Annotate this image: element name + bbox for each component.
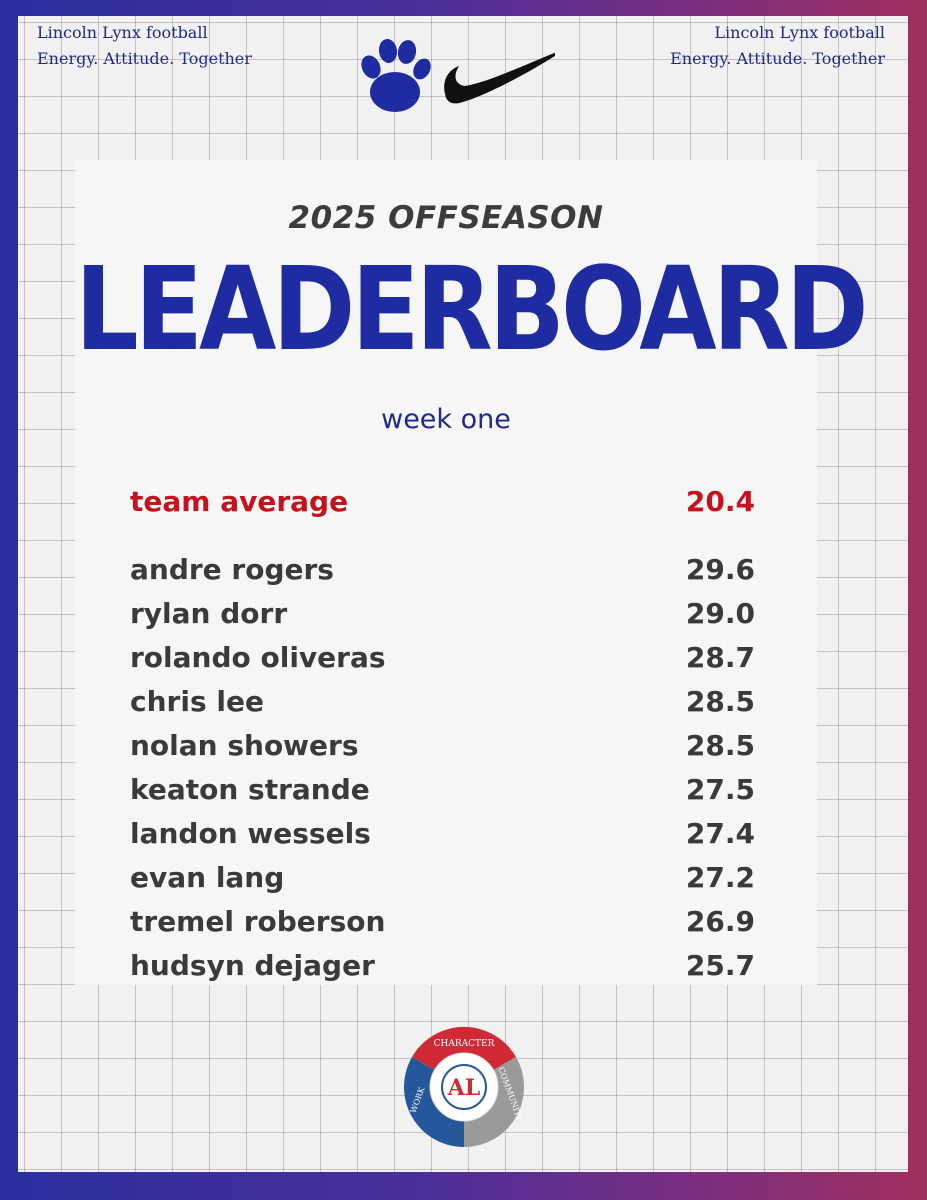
player-score: 29.0: [685, 597, 755, 630]
player-name: tremel roberson: [130, 905, 386, 938]
subtitle-week: week one: [381, 404, 511, 435]
paw-print-icon: [361, 39, 431, 112]
player-score: 25.7: [685, 949, 755, 982]
title-small: 2025 OFFSEASON: [288, 200, 604, 236]
player-score: 27.4: [685, 817, 755, 850]
brand-left-line1: Lincoln Lynx football: [37, 23, 208, 42]
player-name: rylan dorr: [130, 597, 288, 630]
brand-right-line2: Energy. Attitude. Together: [670, 49, 885, 68]
list-item: landon wessels 27.4: [130, 817, 755, 861]
list-item: chris lee 28.5: [130, 685, 755, 729]
list-item: andre rogers 29.6: [130, 553, 755, 597]
brand-text-left: Lincoln Lynx football Energy. Attitude. …: [37, 20, 252, 72]
player-name: rolando oliveras: [130, 641, 386, 674]
player-name: chris lee: [130, 685, 264, 718]
badge-top-text: CHARACTER: [434, 1039, 495, 1049]
player-name: hudsyn dejager: [130, 949, 375, 982]
brand-left-line2: Energy. Attitude. Together: [37, 49, 252, 68]
list-item: nolan showers 28.5: [130, 729, 755, 773]
player-score: 28.5: [685, 729, 755, 762]
list-item: keaton strande 27.5: [130, 773, 755, 817]
player-name: keaton strande: [130, 773, 370, 806]
title-leaderboard: LEADERBOARD: [75, 242, 869, 377]
player-score: 28.5: [685, 685, 755, 718]
list-item: rolando oliveras 28.7: [130, 641, 755, 685]
player-name: evan lang: [130, 861, 285, 894]
logos: [355, 34, 567, 114]
list-item: hudsyn dejager 25.7: [130, 949, 755, 993]
player-name: andre rogers: [130, 553, 334, 586]
brand-text-right: Lincoln Lynx football Energy. Attitude. …: [670, 20, 885, 72]
player-name: landon wessels: [130, 817, 371, 850]
player-name: nolan showers: [130, 729, 359, 762]
list-item: evan lang 27.2: [130, 861, 755, 905]
player-score: 26.9: [685, 905, 755, 938]
team-average-label: team average: [130, 485, 349, 518]
brand-right-line1: Lincoln Lynx football: [714, 23, 885, 42]
badge-center-text: AL: [447, 1075, 481, 1101]
swoosh-icon: [444, 48, 567, 104]
team-average-row: team average 20.4: [130, 485, 755, 529]
list-item: tremel roberson 26.9: [130, 905, 755, 949]
leaderboard-card: 2025 OFFSEASON LEADERBOARD week one team…: [75, 160, 869, 985]
player-score: 29.6: [685, 553, 755, 586]
player-score: 27.2: [685, 861, 755, 894]
team-average-value: 20.4: [685, 485, 755, 518]
player-score: 28.7: [685, 641, 755, 674]
values-badge: AL CHARACTER COMMUNITY WORK: [403, 1021, 524, 1151]
player-score: 27.5: [685, 773, 755, 806]
list-item: rylan dorr 29.0: [130, 597, 755, 641]
